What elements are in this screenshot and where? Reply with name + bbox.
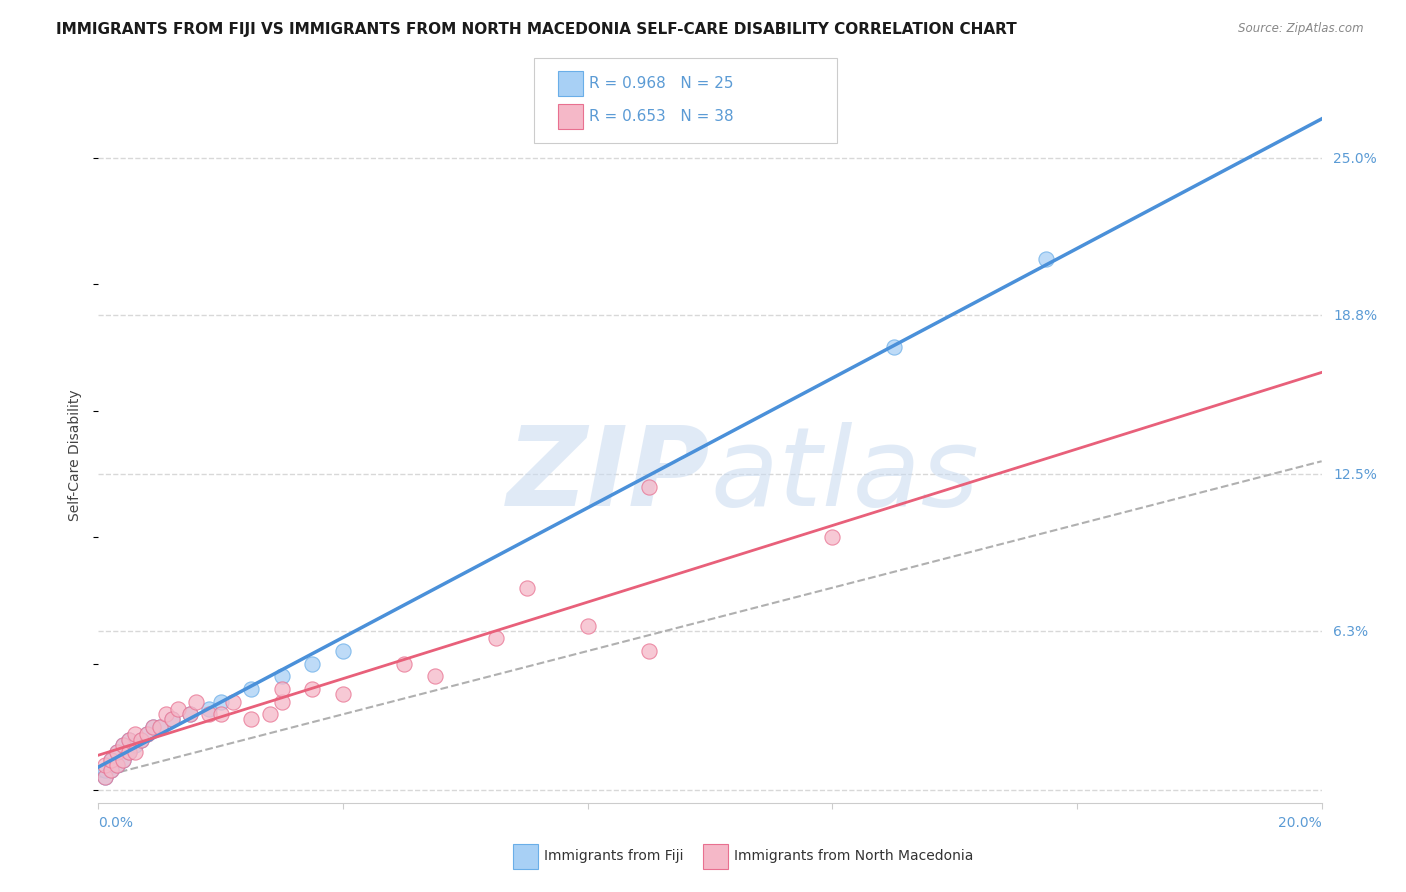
- Point: [100, 753, 122, 767]
- Point: [142, 720, 165, 734]
- Point: [160, 712, 183, 726]
- Point: [240, 681, 263, 696]
- Point: [485, 632, 508, 646]
- Point: [186, 695, 208, 709]
- Text: R = 0.968   N = 25: R = 0.968 N = 25: [589, 77, 734, 91]
- Point: [179, 707, 201, 722]
- Point: [209, 707, 232, 722]
- Point: [332, 687, 354, 701]
- Point: [270, 695, 292, 709]
- Point: [118, 732, 141, 747]
- Text: atlas: atlas: [710, 422, 979, 529]
- Point: [222, 695, 245, 709]
- Point: [167, 702, 190, 716]
- Point: [821, 530, 844, 544]
- Point: [93, 757, 115, 772]
- Point: [111, 738, 134, 752]
- Point: [93, 771, 115, 785]
- Point: [118, 745, 141, 759]
- Point: [129, 732, 152, 747]
- Point: [124, 738, 146, 752]
- Point: [100, 753, 122, 767]
- Text: 20.0%: 20.0%: [1278, 816, 1322, 830]
- Point: [105, 745, 128, 759]
- Text: Immigrants from North Macedonia: Immigrants from North Macedonia: [734, 849, 973, 863]
- Point: [423, 669, 446, 683]
- Point: [883, 340, 905, 354]
- Point: [142, 720, 165, 734]
- Point: [637, 644, 661, 658]
- Text: Immigrants from Fiji: Immigrants from Fiji: [544, 849, 683, 863]
- Point: [301, 657, 323, 671]
- Point: [197, 707, 219, 722]
- Text: Source: ZipAtlas.com: Source: ZipAtlas.com: [1239, 22, 1364, 36]
- Y-axis label: Self-Care Disability: Self-Care Disability: [69, 389, 83, 521]
- Point: [136, 727, 159, 741]
- Point: [392, 657, 416, 671]
- Point: [124, 745, 146, 759]
- Text: IMMIGRANTS FROM FIJI VS IMMIGRANTS FROM NORTH MACEDONIA SELF-CARE DISABILITY COR: IMMIGRANTS FROM FIJI VS IMMIGRANTS FROM …: [56, 22, 1017, 37]
- Point: [129, 732, 152, 747]
- Point: [149, 720, 172, 734]
- Point: [197, 702, 219, 716]
- Point: [111, 753, 134, 767]
- Point: [332, 644, 354, 658]
- Point: [100, 763, 122, 777]
- Point: [149, 720, 172, 734]
- Point: [240, 712, 263, 726]
- Point: [124, 727, 146, 741]
- Text: R = 0.653   N = 38: R = 0.653 N = 38: [589, 110, 734, 124]
- Point: [111, 753, 134, 767]
- Point: [136, 727, 159, 741]
- Point: [118, 745, 141, 759]
- Point: [93, 771, 115, 785]
- Point: [259, 707, 281, 722]
- Point: [270, 669, 292, 683]
- Point: [637, 479, 661, 493]
- Point: [93, 763, 115, 777]
- Point: [105, 757, 128, 772]
- Point: [155, 707, 177, 722]
- Point: [160, 712, 183, 726]
- Point: [105, 757, 128, 772]
- Text: 0.0%: 0.0%: [98, 816, 134, 830]
- Point: [179, 707, 201, 722]
- Point: [105, 745, 128, 759]
- Point: [100, 763, 122, 777]
- Point: [118, 732, 141, 747]
- Point: [1035, 252, 1057, 266]
- Point: [270, 681, 292, 696]
- Text: ZIP: ZIP: [506, 422, 710, 529]
- Point: [576, 618, 599, 632]
- Point: [516, 581, 538, 595]
- Point: [111, 738, 134, 752]
- Point: [301, 681, 323, 696]
- Point: [209, 695, 232, 709]
